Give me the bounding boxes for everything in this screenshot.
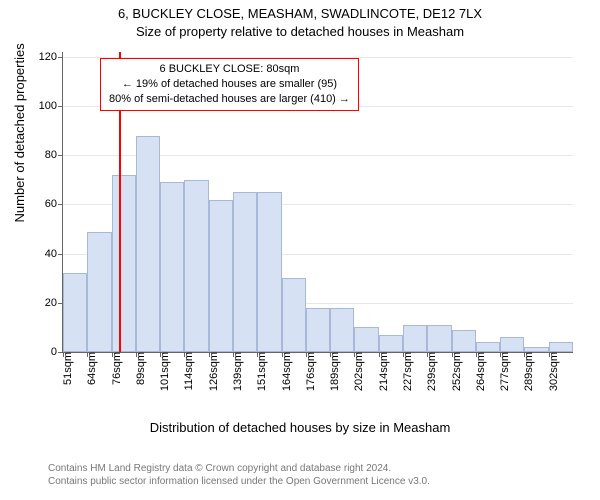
x-axis-label: Distribution of detached houses by size … <box>0 420 600 435</box>
histogram-bar <box>403 325 427 352</box>
x-tick-label: 164sqm <box>279 352 293 391</box>
histogram-bar <box>330 308 354 352</box>
annotation-line-2: ← 19% of detached houses are smaller (95… <box>109 77 350 92</box>
chart-container: { "title": "6, BUCKLEY CLOSE, MEASHAM, S… <box>0 0 600 500</box>
histogram-bar <box>476 342 500 352</box>
x-tick-label: 126sqm <box>206 352 220 391</box>
histogram-bar <box>233 192 257 352</box>
chart-subtitle: Size of property relative to detached ho… <box>0 24 600 39</box>
histogram-bar <box>160 182 184 352</box>
chart-title: 6, BUCKLEY CLOSE, MEASHAM, SWADLINCOTE, … <box>0 6 600 21</box>
y-tick-label: 80 <box>45 149 63 161</box>
x-tick-label: 151sqm <box>254 352 268 391</box>
histogram-bar <box>63 273 87 352</box>
x-tick-label: 51sqm <box>60 352 74 385</box>
histogram-bar <box>282 278 306 352</box>
footer-line-1: Contains HM Land Registry data © Crown c… <box>48 462 430 475</box>
annotation-line-3: 80% of semi-detached houses are larger (… <box>109 92 350 107</box>
annotation-box: 6 BUCKLEY CLOSE: 80sqm ← 19% of detached… <box>100 58 359 111</box>
x-tick-label: 89sqm <box>133 352 147 385</box>
x-tick-label: 214sqm <box>376 352 390 391</box>
histogram-bar <box>184 180 208 352</box>
histogram-bar <box>452 330 476 352</box>
histogram-bar <box>500 337 524 352</box>
x-tick-label: 189sqm <box>327 352 341 391</box>
y-tick-label: 120 <box>39 51 63 63</box>
histogram-bar <box>87 232 111 352</box>
histogram-bar <box>136 136 160 352</box>
x-tick-label: 289sqm <box>521 352 535 391</box>
histogram-bar <box>306 308 330 352</box>
x-tick-label: 114sqm <box>181 352 195 390</box>
histogram-bar <box>354 327 378 352</box>
x-tick-label: 252sqm <box>449 352 463 391</box>
x-tick-label: 302sqm <box>546 352 560 391</box>
x-tick-label: 227sqm <box>400 352 414 391</box>
histogram-bar <box>549 342 573 352</box>
histogram-bar <box>379 335 403 352</box>
x-tick-label: 76sqm <box>109 352 123 385</box>
y-tick-label: 60 <box>45 198 63 210</box>
x-tick-label: 139sqm <box>230 352 244 391</box>
footer-line-2: Contains public sector information licen… <box>48 475 430 488</box>
x-tick-label: 101sqm <box>157 352 171 391</box>
histogram-bar <box>209 200 233 352</box>
x-tick-label: 64sqm <box>84 352 98 385</box>
x-tick-label: 202sqm <box>351 352 365 391</box>
histogram-bar <box>257 192 281 352</box>
x-tick-label: 176sqm <box>303 352 317 391</box>
y-tick-label: 100 <box>39 100 63 112</box>
y-tick-label: 40 <box>45 248 63 260</box>
y-axis-label: Number of detached properties <box>12 43 27 222</box>
x-tick-label: 277sqm <box>497 352 511 391</box>
footer-attribution: Contains HM Land Registry data © Crown c… <box>48 462 430 488</box>
y-tick-label: 20 <box>45 297 63 309</box>
histogram-bar <box>427 325 451 352</box>
annotation-line-1: 6 BUCKLEY CLOSE: 80sqm <box>109 62 350 77</box>
x-tick-label: 264sqm <box>473 352 487 391</box>
histogram-bar <box>112 175 136 352</box>
x-tick-label: 239sqm <box>424 352 438 391</box>
